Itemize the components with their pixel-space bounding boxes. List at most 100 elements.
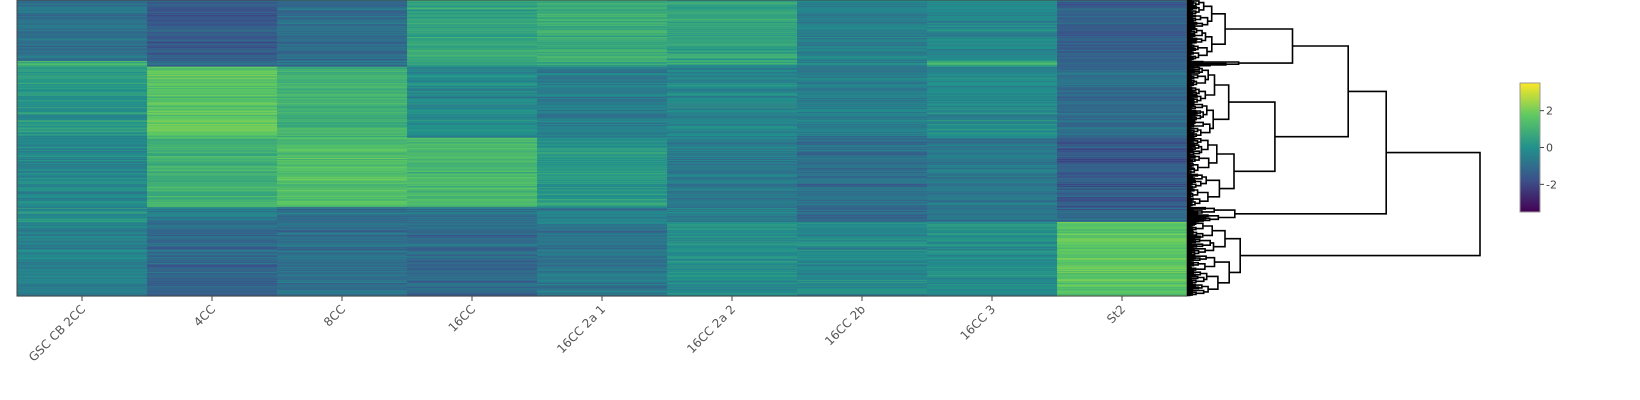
heatmap-cell [927, 210, 1058, 213]
heatmap-cell [147, 161, 278, 164]
heatmap-cell [147, 49, 278, 52]
heatmap-cell [797, 139, 928, 142]
heatmap-cell [17, 136, 148, 139]
heatmap-cell [17, 80, 148, 82]
heatmap-cell [1057, 259, 1188, 261]
heatmap-cell [927, 118, 1058, 120]
heatmap-cell [1057, 246, 1188, 249]
heatmap-cell [667, 192, 798, 194]
heatmap-cell [147, 52, 278, 55]
heatmap-cell [277, 80, 408, 82]
heatmap-cell [537, 6, 668, 8]
heatmap-cell [797, 152, 928, 155]
heatmap-cell [1057, 282, 1188, 284]
heatmap-cell [17, 158, 148, 160]
heatmap-cell [147, 50, 278, 53]
heatmap-cell [17, 202, 148, 205]
heatmap-cell [17, 79, 148, 82]
dendrogram-branch [1187, 151, 1191, 154]
heatmap-cell [147, 267, 278, 269]
heatmap-cell [17, 37, 148, 39]
heatmap-cell [927, 252, 1058, 255]
heatmap-cell [277, 160, 408, 162]
heatmap-cell [407, 195, 538, 197]
heatmap-cell [1057, 227, 1188, 230]
heatmap-cell [927, 136, 1058, 139]
heatmap-cell [927, 145, 1058, 147]
heatmap-cell [537, 27, 668, 30]
heatmap-cell [537, 82, 668, 84]
heatmap-cell [1057, 139, 1188, 142]
heatmap-cell [797, 242, 928, 244]
heatmap-cell [667, 114, 798, 117]
heatmap-cell [667, 201, 798, 204]
heatmap-cell [407, 117, 538, 119]
heatmap-cell [147, 220, 278, 222]
dendrogram-branch [1187, 255, 1196, 258]
heatmap-cell [277, 150, 408, 153]
heatmap-cell [537, 17, 668, 20]
heatmap-cell [147, 74, 278, 77]
heatmap-cell [17, 242, 148, 244]
heatmap-cell [537, 221, 668, 223]
heatmap-cell [407, 189, 538, 192]
heatmap-cell [17, 35, 148, 37]
heatmap-cell [147, 28, 278, 31]
heatmap-cell [277, 170, 408, 172]
heatmap-cell [407, 59, 538, 61]
heatmap-cell [407, 140, 538, 143]
heatmap-cell [667, 137, 798, 140]
heatmap-cell [407, 77, 538, 80]
heatmap-cell [797, 8, 928, 10]
heatmap-cell [1057, 163, 1188, 166]
heatmap-cell [277, 77, 408, 80]
heatmap-cell [667, 64, 798, 67]
heatmap-cell [1057, 290, 1188, 292]
heatmap-cell [927, 101, 1058, 104]
heatmap-cell [667, 90, 798, 93]
heatmap-cell [407, 235, 538, 238]
heatmap-cell [927, 83, 1058, 85]
heatmap-cell [537, 37, 668, 40]
heatmap-cell [927, 230, 1058, 232]
heatmap-cell [407, 24, 538, 26]
heatmap-cell [927, 96, 1058, 98]
heatmap-cell [667, 221, 798, 223]
heatmap-cell [797, 12, 928, 15]
heatmap-cell [17, 95, 148, 97]
heatmap-cell [797, 290, 928, 292]
heatmap-cell [17, 69, 148, 71]
heatmap-cell [407, 245, 538, 247]
heatmap-cell [537, 51, 668, 54]
heatmap-cell [407, 124, 538, 127]
heatmap-cell [667, 150, 798, 153]
heatmap-cell [537, 43, 668, 45]
heatmap-cell [17, 261, 148, 264]
heatmap-cell [277, 24, 408, 27]
heatmap-cell [1057, 145, 1188, 147]
heatmap-cell [927, 261, 1058, 264]
heatmap-cell [667, 61, 798, 64]
heatmap-cell [667, 267, 798, 269]
heatmap-cell [17, 52, 148, 55]
heatmap-cell [667, 260, 798, 263]
heatmap-cell [927, 82, 1058, 84]
heatmap-cell [537, 101, 668, 104]
heatmap-cell [1057, 98, 1188, 100]
heatmap-cell [277, 159, 408, 161]
heatmap-cell [797, 164, 928, 167]
heatmap-cell [667, 83, 798, 85]
heatmap-cell [17, 120, 148, 122]
heatmap-cell [537, 19, 668, 21]
heatmap-cell [537, 268, 668, 270]
heatmap-cell [797, 25, 928, 28]
heatmap-cell [927, 182, 1058, 184]
heatmap-cell [147, 217, 278, 219]
heatmap-cell [147, 135, 278, 138]
heatmap-cell [537, 220, 668, 222]
heatmap-cell [407, 255, 538, 257]
heatmap-cell [17, 215, 148, 218]
heatmap-cell [277, 12, 408, 14]
heatmap-cell [17, 125, 148, 128]
heatmap-cell [797, 136, 928, 139]
